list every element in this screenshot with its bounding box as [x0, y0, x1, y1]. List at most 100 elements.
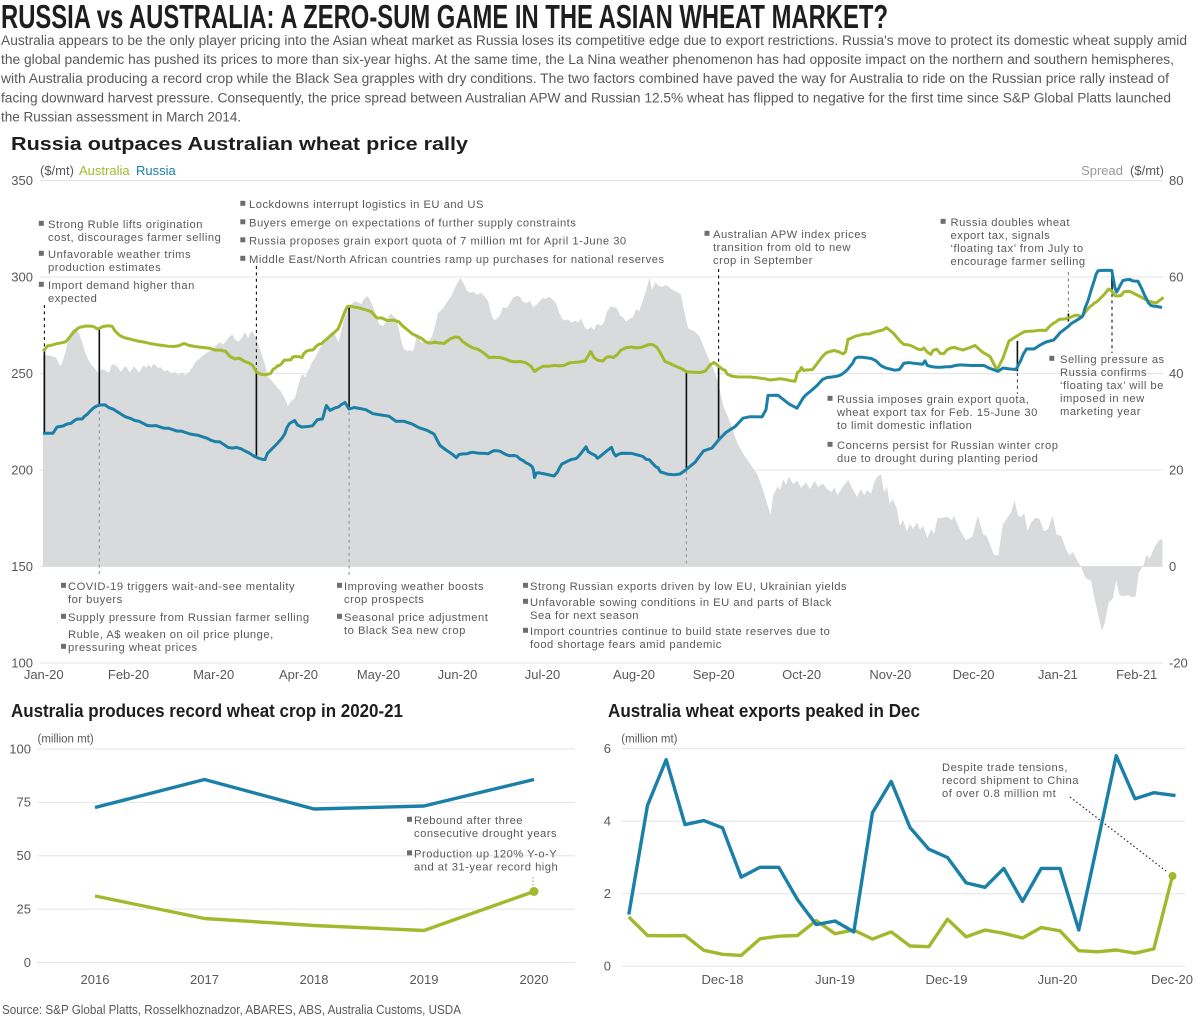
svg-text:200: 200: [11, 462, 33, 477]
svg-text:Jun-20: Jun-20: [438, 667, 478, 682]
svg-text:due to drought during planting: due to drought during planting period: [837, 453, 1038, 465]
svg-text:Lockdowns interrupt logistics: Lockdowns interrupt logistics in EU and …: [249, 199, 484, 211]
svg-text:Russia: Russia: [136, 163, 177, 178]
svg-text:Improving weather boosts: Improving weather boosts: [344, 581, 484, 593]
svg-text:($/mt): ($/mt): [40, 163, 74, 178]
svg-text:Australia wheat exports peaked: Australia wheat exports peaked in Dec: [608, 701, 920, 721]
svg-text:crop in September: crop in September: [713, 255, 813, 267]
svg-text:expected: expected: [48, 293, 97, 305]
svg-text:Dec-20: Dec-20: [1151, 972, 1193, 987]
svg-text:Russia doubles wheat: Russia doubles wheat: [951, 217, 1071, 229]
svg-text:imposed in new: imposed in new: [1060, 393, 1145, 405]
svg-text:COVID-19 triggers wait-and-see: COVID-19 triggers wait-and-see mentality: [68, 581, 295, 593]
svg-text:Spread: Spread: [1081, 163, 1123, 178]
svg-text:40: 40: [1169, 366, 1183, 381]
svg-text:Concerns persist for Russian w: Concerns persist for Russian winter crop: [837, 440, 1058, 452]
svg-text:to limit domestic inflation: to limit domestic inflation: [837, 420, 972, 432]
svg-text:350: 350: [11, 173, 33, 188]
svg-text:Australia produces record whea: Australia produces record wheat crop in …: [11, 701, 403, 721]
svg-text:Mar-20: Mar-20: [193, 667, 234, 682]
svg-text:2019: 2019: [410, 972, 439, 987]
svg-text:Seasonal price adjustment: Seasonal price adjustment: [344, 612, 489, 624]
svg-text:Jun-19: Jun-19: [815, 972, 855, 987]
svg-text:Ruble, A$ weaken on oil price: Ruble, A$ weaken on oil price plunge,: [68, 629, 274, 641]
svg-text:Sea for next season: Sea for next season: [530, 610, 639, 622]
svg-text:Australian APW index prices: Australian APW index prices: [713, 229, 867, 241]
svg-text:Buyers emerge on expectations: Buyers emerge on expectations of further…: [249, 218, 576, 230]
svg-text:May-20: May-20: [357, 667, 400, 682]
svg-text:Import countries continue to b: Import countries continue to build state…: [530, 626, 830, 638]
svg-text:150: 150: [11, 559, 33, 574]
svg-text:2018: 2018: [300, 972, 329, 987]
svg-text:cost, discourages farmer selli: cost, discourages farmer selling: [48, 232, 221, 244]
svg-text:Feb-21: Feb-21: [1116, 667, 1157, 682]
svg-text:Russia imposes grain export qu: Russia imposes grain export quota,: [837, 394, 1029, 406]
svg-text:100: 100: [9, 741, 31, 756]
svg-text:the global pandemic has pushed: the global pandemic has pushed its price…: [1, 52, 1174, 67]
svg-text:2016: 2016: [81, 972, 110, 987]
svg-text:Jun-20: Jun-20: [1038, 972, 1078, 987]
svg-text:Dec-20: Dec-20: [953, 667, 995, 682]
svg-text:food shortage fears amid pande: food shortage fears amid pandemic: [530, 639, 722, 651]
svg-text:Selling pressure as: Selling pressure as: [1060, 354, 1165, 366]
svg-text:Apr-20: Apr-20: [279, 667, 318, 682]
svg-text:20: 20: [1169, 462, 1183, 477]
svg-text:Unfavorable weather trims: Unfavorable weather trims: [48, 249, 191, 261]
svg-text:Despite trade tensions,: Despite trade tensions,: [942, 762, 1068, 774]
svg-text:300: 300: [11, 269, 33, 284]
svg-text:2020: 2020: [520, 972, 549, 987]
svg-text:60: 60: [1169, 269, 1183, 284]
svg-text:Aug-20: Aug-20: [613, 667, 655, 682]
svg-text:‘floating tax’ will be: ‘floating tax’ will be: [1060, 380, 1164, 392]
svg-text:250: 250: [11, 366, 33, 381]
svg-text:encourage farmer selling: encourage farmer selling: [951, 256, 1086, 268]
svg-text:Rebound after three: Rebound after three: [414, 815, 523, 827]
svg-text:2017: 2017: [190, 972, 219, 987]
svg-text:4: 4: [604, 814, 611, 829]
svg-text:Russia confirms: Russia confirms: [1060, 367, 1147, 379]
svg-text:75: 75: [17, 795, 31, 810]
svg-text:Sep-20: Sep-20: [693, 667, 735, 682]
svg-text:($/mt): ($/mt): [1130, 163, 1164, 178]
svg-text:50: 50: [17, 848, 31, 863]
svg-text:2: 2: [604, 886, 611, 901]
svg-text:0: 0: [1169, 559, 1176, 574]
svg-text:and at 31-year record high: and at 31-year record high: [414, 862, 558, 874]
svg-text:-20: -20: [1169, 655, 1188, 670]
svg-text:0: 0: [604, 959, 611, 974]
svg-text:facing downward harvest pressu: facing downward harvest pressure. Conseq…: [1, 90, 1171, 105]
svg-text:record shipment to China: record shipment to China: [942, 775, 1079, 787]
svg-text:consecutive drought years: consecutive drought years: [414, 828, 557, 840]
svg-text:80: 80: [1169, 173, 1183, 188]
svg-text:Production up 120% Y-o-Y: Production up 120% Y-o-Y: [414, 849, 557, 861]
svg-text:Middle East/North African coun: Middle East/North African countries ramp…: [249, 254, 665, 266]
svg-text:6: 6: [604, 741, 611, 756]
svg-text:Dec-18: Dec-18: [702, 972, 744, 987]
svg-text:of over 0.8 million mt: of over 0.8 million mt: [942, 788, 1057, 800]
svg-text:Oct-20: Oct-20: [782, 667, 821, 682]
svg-text:Supply pressure from Russian f: Supply pressure from Russian farmer sell…: [68, 612, 310, 624]
svg-text:Nov-20: Nov-20: [869, 667, 911, 682]
svg-text:Unfavorable sowing conditions: Unfavorable sowing conditions in EU and …: [530, 597, 832, 609]
svg-text:(million mt): (million mt): [38, 734, 94, 746]
svg-text:‘floating tax’ from July to: ‘floating tax’ from July to: [951, 243, 1084, 255]
svg-text:Dec-19: Dec-19: [926, 972, 968, 987]
svg-text:Import demand higher than: Import demand higher than: [48, 280, 195, 292]
svg-text:RUSSIA vs AUSTRALIA: A ZERO-SU: RUSSIA vs AUSTRALIA: A ZERO-SUM GAME IN …: [1, 0, 888, 35]
svg-text:Jul-20: Jul-20: [525, 667, 560, 682]
svg-text:crop prospects: crop prospects: [344, 594, 424, 606]
svg-text:Source: S&P Global Platts, Ros: Source: S&P Global Platts, Rosselkhoznad…: [2, 1002, 461, 1017]
svg-text:Strong Russian exports driven: Strong Russian exports driven by low EU,…: [530, 581, 847, 593]
svg-text:Russia proposes grain export q: Russia proposes grain export quota of 7 …: [249, 236, 627, 248]
svg-text:(million mt): (million mt): [621, 734, 677, 746]
svg-text:for buyers: for buyers: [68, 594, 123, 606]
svg-text:the Russian assessment in Marc: the Russian assessment in March 2014.: [1, 110, 241, 125]
svg-text:export tax, signals: export tax, signals: [951, 230, 1051, 242]
svg-text:Australia appears to be the on: Australia appears to be the only player …: [1, 33, 1187, 48]
svg-text:Feb-20: Feb-20: [108, 667, 149, 682]
svg-text:Australia: Australia: [79, 163, 130, 178]
svg-text:to Black Sea new crop: to Black Sea new crop: [344, 625, 466, 637]
svg-text:pressuring wheat prices: pressuring wheat prices: [68, 642, 198, 654]
svg-text:100: 100: [11, 655, 33, 670]
svg-text:0: 0: [24, 955, 31, 970]
